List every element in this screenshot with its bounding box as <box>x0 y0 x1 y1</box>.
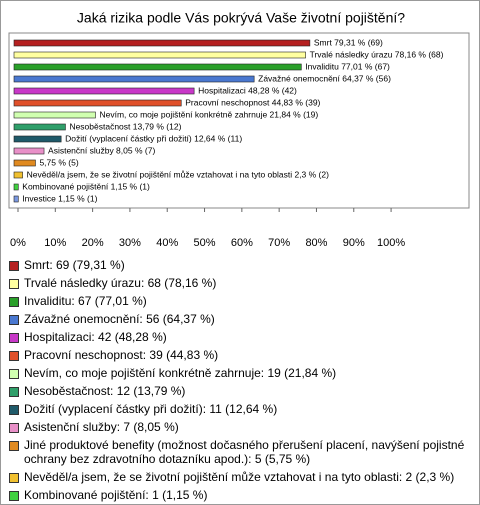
legend-label: Hospitalizaci: 42 (48,28 %) <box>24 330 167 344</box>
x-tick-label: 10% <box>44 237 66 249</box>
bar <box>13 51 306 59</box>
bar-label: Asistenční služby 8,05 % (7) <box>48 145 155 155</box>
legend-label: Jiné produktové benefity (možnost dočasn… <box>24 438 465 466</box>
legend-item: Smrt: 69 (79,31 %) <box>9 258 471 272</box>
legend-item: Invaliditu: 67 (77,01 %) <box>9 294 471 308</box>
x-tick-label: 90% <box>343 237 365 249</box>
x-tick-label: 0% <box>10 237 26 249</box>
bar <box>13 63 302 71</box>
bar <box>13 135 62 143</box>
plot-frame <box>8 32 470 209</box>
legend-swatch <box>9 423 19 433</box>
bar <box>13 111 96 119</box>
bar <box>13 75 255 83</box>
legend-label: Závažné onemocnění: 56 (64,37 %) <box>24 312 215 326</box>
bar <box>13 147 45 155</box>
bar-label: Invaliditu 77,01 % (67) <box>305 61 390 71</box>
bar <box>13 99 182 107</box>
legend-label: Dožití (vyplacení částky při dožití): 11… <box>24 402 278 416</box>
legend-swatch <box>9 491 19 501</box>
bar-label: Smrt 79,31 % (69) <box>314 37 383 47</box>
legend-swatch <box>9 405 19 415</box>
legend-label: Kombinované pojištění: 1 (1,15 %) <box>24 488 208 502</box>
bar-label: Nevím, co moje pojištění konkrétně zahrn… <box>99 109 318 119</box>
legend-swatch <box>9 261 19 271</box>
legend-label: Nevím, co moje pojištění konkrétně zahrn… <box>24 366 337 380</box>
legend-swatch <box>9 315 19 325</box>
legend-item: Nesoběstačnost: 12 (13,79 %) <box>9 384 471 398</box>
legend-item: Závažné onemocnění: 56 (64,37 %) <box>9 312 471 326</box>
legend-label: Asistenční služby: 7 (8,05 %) <box>24 420 179 434</box>
legend-item: Pracovní neschopnost: 39 (44,83 %) <box>9 348 471 362</box>
legend-item: Hospitalizaci: 42 (48,28 %) <box>9 330 471 344</box>
bar <box>13 159 36 167</box>
bar <box>13 183 19 191</box>
legend-item: Dožití (vyplacení částky při dožití): 11… <box>9 402 471 416</box>
legend-swatch <box>9 351 19 361</box>
legend-label: Nevěděl/a jsem, že se životní pojištění … <box>24 470 455 484</box>
x-tick-label: 40% <box>156 237 178 249</box>
bar-label: Dožití (vyplacení částky při dožití) 12,… <box>65 133 242 143</box>
legend-swatch <box>9 369 19 379</box>
x-tick-label: 80% <box>305 237 327 249</box>
legend-swatch <box>9 473 19 483</box>
legend-swatch <box>9 333 19 343</box>
legend-item: Nevím, co moje pojištění konkrétně zahrn… <box>9 366 471 380</box>
legend-item: Nevěděl/a jsem, že se životní pojištění … <box>9 470 471 484</box>
legend-label: Pracovní neschopnost: 39 (44,83 %) <box>24 348 219 362</box>
x-tick-label: 20% <box>82 237 104 249</box>
legend-label: Trvalé následky úrazu: 68 (78,16 %) <box>24 276 217 290</box>
legend-swatch <box>9 297 19 307</box>
legend-swatch <box>9 279 19 289</box>
bar <box>13 123 66 131</box>
bar-label: Závažné onemocnění 64,37 % (56) <box>258 73 391 83</box>
legend-swatch <box>9 441 19 451</box>
bar-label: Trvalé následky úrazu 78,16 % (68) <box>310 49 444 59</box>
bar-label: Nesoběstačnost 13,79 % (12) <box>69 121 181 131</box>
bar-label: Pracovní neschopnost 44,83 % (39) <box>185 97 320 107</box>
legend-swatch <box>9 387 19 397</box>
bar <box>13 195 19 203</box>
x-tick-label: 60% <box>231 237 253 249</box>
legend-item: Jiné produktové benefity (možnost dočasn… <box>9 438 471 466</box>
bar-label: Nevěděl/a jsem, že se životní pojištění … <box>27 169 330 179</box>
legend-label: Nesoběstačnost: 12 (13,79 %) <box>24 384 186 398</box>
legend-label: Invaliditu: 67 (77,01 %) <box>24 294 147 308</box>
x-tick-label: 70% <box>268 237 290 249</box>
bar <box>13 87 195 95</box>
chart-title: Jaká rizika podle Vás pokrývá Vaše život… <box>77 10 405 26</box>
legend-label: Smrt: 69 (79,31 %) <box>24 258 125 272</box>
legend-item: Kombinované pojištění: 1 (1,15 %) <box>9 488 471 502</box>
bar-label: Investice 1,15 % (1) <box>22 193 97 203</box>
bar-label: Hospitalizaci 48,28 % (42) <box>198 85 297 95</box>
x-tick-label: 50% <box>194 237 216 249</box>
plot: Jaká rizika podle Vás pokrývá Vaše život… <box>8 10 470 249</box>
legend: Smrt: 69 (79,31 %) Trvalé následky úrazu:… <box>9 258 471 504</box>
x-tick-label: 30% <box>119 237 141 249</box>
legend-item: Asistenční služby: 7 (8,05 %) <box>9 420 471 434</box>
x-tick-label: 100% <box>377 237 405 249</box>
legend-item: Trvalé následky úrazu: 68 (78,16 %) <box>9 276 471 290</box>
bar-label: Kombinované pojištění 1,15 % (1) <box>22 181 150 191</box>
bar <box>13 171 23 179</box>
bar-label: 5,75 % (5) <box>39 157 78 167</box>
bar <box>13 39 311 47</box>
